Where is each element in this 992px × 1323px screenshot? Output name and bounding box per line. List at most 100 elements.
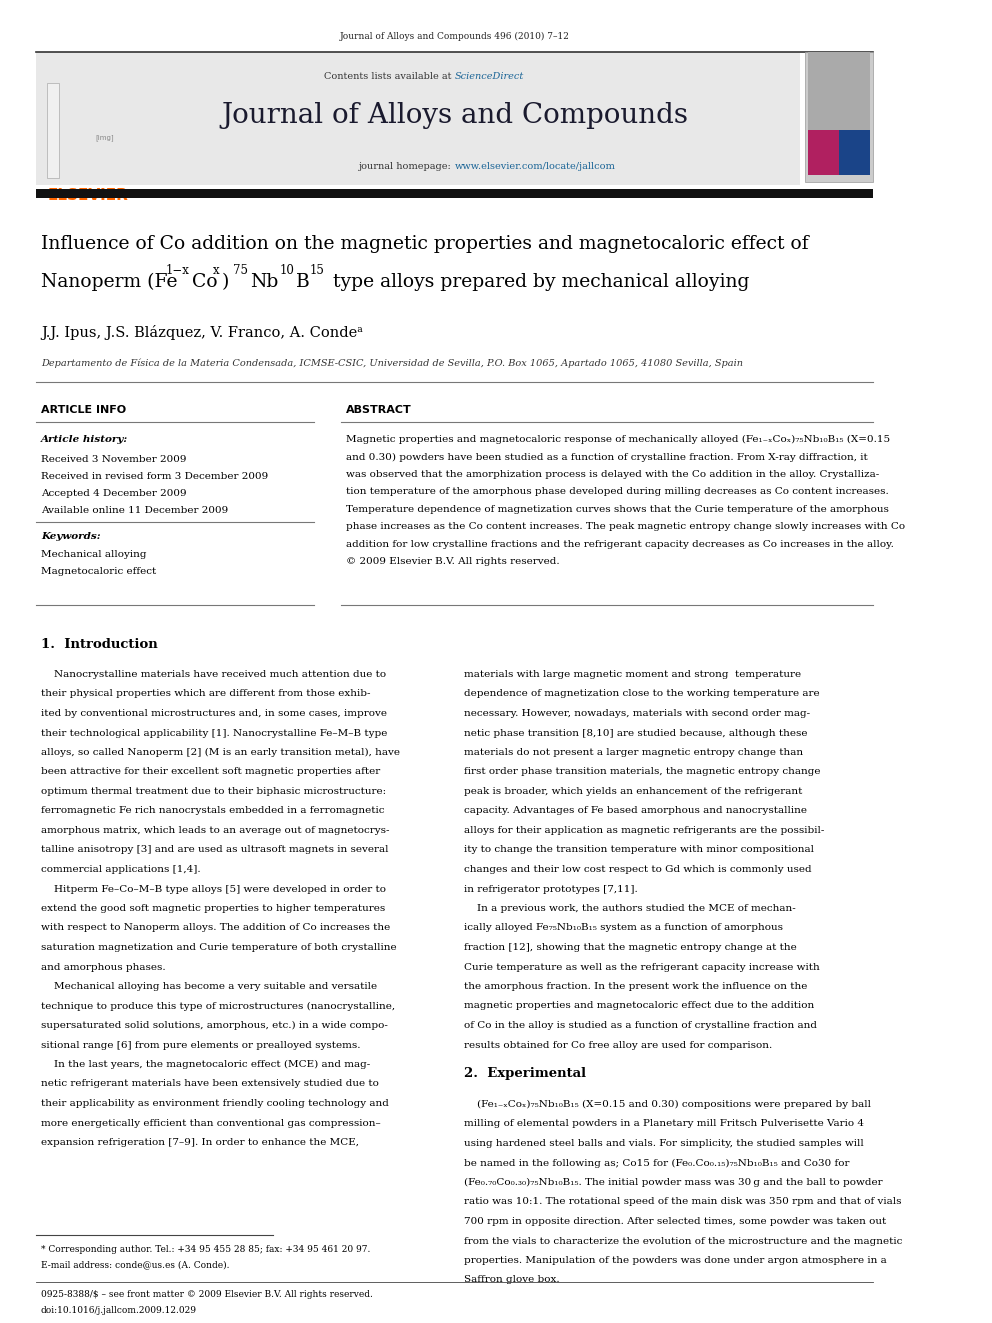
Text: first order phase transition materials, the magnetic entropy change: first order phase transition materials, … — [464, 767, 820, 777]
Text: expansion refrigeration [7–9]. In order to enhance the MCE,: expansion refrigeration [7–9]. In order … — [41, 1138, 359, 1147]
Text: * Corresponding author. Tel.: +34 95 455 28 85; fax: +34 95 461 20 97.: * Corresponding author. Tel.: +34 95 455… — [41, 1245, 370, 1254]
Text: 1−x: 1−x — [165, 265, 189, 278]
Text: Journal of Alloys and Compounds 496 (2010) 7–12: Journal of Alloys and Compounds 496 (201… — [340, 32, 569, 41]
Text: 1.  Introduction: 1. Introduction — [41, 638, 158, 651]
Text: tion temperature of the amorphous phase developed during milling decreases as Co: tion temperature of the amorphous phase … — [345, 487, 889, 496]
Text: 2.  Experimental: 2. Experimental — [464, 1068, 586, 1080]
Text: magnetic properties and magnetocaloric effect due to the addition: magnetic properties and magnetocaloric e… — [464, 1002, 814, 1011]
Text: dependence of magnetization close to the working temperature are: dependence of magnetization close to the… — [464, 689, 819, 699]
Bar — [48, 83, 59, 179]
Text: supersaturated solid solutions, amorphous, etc.) in a wide compo-: supersaturated solid solutions, amorphou… — [41, 1021, 388, 1031]
Text: Received in revised form 3 December 2009: Received in revised form 3 December 2009 — [41, 472, 268, 482]
Text: Magnetic properties and magnetocaloric response of mechanically alloyed (Fe₁₋ₓCo: Magnetic properties and magnetocaloric r… — [345, 435, 890, 445]
Text: (Fe₁₋ₓCoₓ)₇₅Nb₁₀B₁₅ (X=0.15 and 0.30) compositions were prepared by ball: (Fe₁₋ₓCoₓ)₇₅Nb₁₀B₁₅ (X=0.15 and 0.30) co… — [464, 1099, 871, 1109]
Text: netic refrigerant materials have been extensively studied due to: netic refrigerant materials have been ex… — [41, 1080, 379, 1089]
Bar — [37, 189, 873, 198]
Text: ARTICLE INFO: ARTICLE INFO — [41, 405, 126, 415]
Text: with respect to Nanoperm alloys. The addition of Co increases the: with respect to Nanoperm alloys. The add… — [41, 923, 390, 933]
Text: more energetically efficient than conventional gas compression–: more energetically efficient than conven… — [41, 1118, 381, 1127]
Text: materials do not present a larger magnetic entropy change than: materials do not present a larger magnet… — [464, 747, 803, 757]
Text: ited by conventional microstructures and, in some cases, improve: ited by conventional microstructures and… — [41, 709, 387, 718]
Text: and 0.30) powders have been studied as a function of crystalline fraction. From : and 0.30) powders have been studied as a… — [345, 452, 867, 462]
Text: In a previous work, the authors studied the MCE of mechan-: In a previous work, the authors studied … — [464, 904, 796, 913]
Bar — [838, 130, 870, 175]
Text: ferromagnetic Fe rich nanocrystals embedded in a ferromagnetic: ferromagnetic Fe rich nanocrystals embed… — [41, 807, 385, 815]
Text: 0925-8388/$ – see front matter © 2009 Elsevier B.V. All rights reserved.: 0925-8388/$ – see front matter © 2009 El… — [41, 1290, 373, 1299]
Text: capacity. Advantages of Fe based amorphous and nanocrystalline: capacity. Advantages of Fe based amorpho… — [464, 807, 806, 815]
Text: Nb: Nb — [250, 273, 279, 291]
Text: netic phase transition [8,10] are studied because, although these: netic phase transition [8,10] are studie… — [464, 729, 807, 737]
Text: Saffron glove box.: Saffron glove box. — [464, 1275, 559, 1285]
Text: Accepted 4 December 2009: Accepted 4 December 2009 — [41, 490, 186, 497]
Text: using hardened steel balls and vials. For simplicity, the studied samples will: using hardened steel balls and vials. Fo… — [464, 1139, 864, 1148]
Text: Nanocrystalline materials have received much attention due to: Nanocrystalline materials have received … — [41, 669, 386, 679]
Text: [img]: [img] — [95, 135, 114, 142]
Bar — [807, 52, 870, 130]
Text: milling of elemental powders in a Planetary mill Fritsch Pulverisette Vario 4: milling of elemental powders in a Planet… — [464, 1119, 864, 1129]
Text: was observed that the amorphization process is delayed with the Co addition in t: was observed that the amorphization proc… — [345, 470, 879, 479]
Text: J.J. Ipus, J.S. Blázquez, V. Franco, A. Condeᵃ: J.J. Ipus, J.S. Blázquez, V. Franco, A. … — [41, 325, 363, 340]
Text: Keywords:: Keywords: — [41, 532, 100, 541]
Text: fraction [12], showing that the magnetic entropy change at the: fraction [12], showing that the magnetic… — [464, 943, 797, 953]
Bar — [37, 52, 801, 185]
Text: commercial applications [1,4].: commercial applications [1,4]. — [41, 865, 200, 875]
Text: (Fe₀.₇₀Co₀.₃₀)₇₅Nb₁₀B₁₅. The initial powder mass was 30 g and the ball to powder: (Fe₀.₇₀Co₀.₃₀)₇₅Nb₁₀B₁₅. The initial pow… — [464, 1177, 883, 1187]
Bar — [807, 130, 838, 175]
Text: properties. Manipulation of the powders was done under argon atmosphere in a: properties. Manipulation of the powders … — [464, 1256, 887, 1265]
Text: of Co in the alloy is studied as a function of crystalline fraction and: of Co in the alloy is studied as a funct… — [464, 1021, 816, 1031]
Bar — [805, 52, 873, 183]
Text: ABSTRACT: ABSTRACT — [345, 405, 412, 415]
Text: necessary. However, nowadays, materials with second order mag-: necessary. However, nowadays, materials … — [464, 709, 810, 718]
Text: amorphous matrix, which leads to an average out of magnetocrys-: amorphous matrix, which leads to an aver… — [41, 826, 390, 835]
Text: in refrigerator prototypes [7,11].: in refrigerator prototypes [7,11]. — [464, 885, 638, 893]
Text: Nanoperm (Fe: Nanoperm (Fe — [41, 273, 178, 291]
Text: E-mail address: conde@us.es (A. Conde).: E-mail address: conde@us.es (A. Conde). — [41, 1259, 229, 1269]
Text: saturation magnetization and Curie temperature of both crystalline: saturation magnetization and Curie tempe… — [41, 943, 397, 953]
Text: from the vials to characterize the evolution of the microstructure and the magne: from the vials to characterize the evolu… — [464, 1237, 903, 1245]
Text: their applicability as environment friendly cooling technology and: their applicability as environment frien… — [41, 1099, 389, 1107]
Text: ically alloyed Fe₇₅Nb₁₀B₁₅ system as a function of amorphous: ically alloyed Fe₇₅Nb₁₀B₁₅ system as a f… — [464, 923, 783, 933]
Text: results obtained for Co free alloy are used for comparison.: results obtained for Co free alloy are u… — [464, 1040, 772, 1049]
Text: the amorphous fraction. In the present work the influence on the: the amorphous fraction. In the present w… — [464, 982, 807, 991]
Text: Mechanical alloying: Mechanical alloying — [41, 550, 147, 560]
Text: B: B — [296, 273, 310, 291]
Text: Received 3 November 2009: Received 3 November 2009 — [41, 455, 186, 464]
Text: be named in the following as; Co15 for (Fe₀.Co₀.₁₅)₇₅Nb₁₀B₁₅ and Co30 for: be named in the following as; Co15 for (… — [464, 1159, 849, 1168]
Text: Available online 11 December 2009: Available online 11 December 2009 — [41, 505, 228, 515]
Text: technique to produce this type of microstructures (nanocrystalline,: technique to produce this type of micros… — [41, 1002, 395, 1011]
Text: ity to change the transition temperature with minor compositional: ity to change the transition temperature… — [464, 845, 813, 855]
Text: Journal of Alloys and Compounds: Journal of Alloys and Compounds — [221, 102, 688, 130]
Text: addition for low crystalline fractions and the refrigerant capacity decreases as: addition for low crystalline fractions a… — [345, 540, 894, 549]
Text: type alloys prepared by mechanical alloying: type alloys prepared by mechanical alloy… — [327, 273, 749, 291]
Text: materials with large magnetic moment and strong  temperature: materials with large magnetic moment and… — [464, 669, 801, 679]
Text: Mechanical alloying has become a very suitable and versatile: Mechanical alloying has become a very su… — [41, 982, 377, 991]
Text: alloys, so called Nanoperm [2] (M is an early transition metal), have: alloys, so called Nanoperm [2] (M is an … — [41, 747, 400, 757]
Text: their technological applicability [1]. Nanocrystalline Fe–M–B type: their technological applicability [1]. N… — [41, 729, 387, 737]
Text: x: x — [213, 265, 220, 278]
Text: ratio was 10:1. The rotational speed of the main disk was 350 rpm and that of vi: ratio was 10:1. The rotational speed of … — [464, 1197, 902, 1207]
Text: ELSEVIER: ELSEVIER — [48, 188, 128, 202]
Text: their physical properties which are different from those exhib-: their physical properties which are diff… — [41, 689, 370, 699]
Text: Influence of Co addition on the magnetic properties and magnetocaloric effect of: Influence of Co addition on the magnetic… — [41, 235, 808, 253]
Text: and amorphous phases.: and amorphous phases. — [41, 963, 166, 971]
Text: Article history:: Article history: — [41, 435, 128, 445]
Text: Contents lists available at: Contents lists available at — [324, 71, 454, 81]
Text: 15: 15 — [310, 265, 324, 278]
Text: sitional range [6] from pure elements or prealloyed systems.: sitional range [6] from pure elements or… — [41, 1040, 360, 1049]
Text: peak is broader, which yields an enhancement of the refrigerant: peak is broader, which yields an enhance… — [464, 787, 803, 796]
Text: Magnetocaloric effect: Magnetocaloric effect — [41, 568, 156, 576]
Text: changes and their low cost respect to Gd which is commonly used: changes and their low cost respect to Gd… — [464, 865, 811, 875]
Text: Temperature dependence of magnetization curves shows that the Curie temperature : Temperature dependence of magnetization … — [345, 505, 889, 515]
Text: Departamento de Física de la Materia Condensada, ICMSE-CSIC, Universidad de Sevi: Departamento de Física de la Materia Con… — [41, 359, 743, 368]
Text: optimum thermal treatment due to their biphasic microstructure:: optimum thermal treatment due to their b… — [41, 787, 386, 796]
Text: © 2009 Elsevier B.V. All rights reserved.: © 2009 Elsevier B.V. All rights reserved… — [345, 557, 559, 566]
Text: Curie temperature as well as the refrigerant capacity increase with: Curie temperature as well as the refrige… — [464, 963, 819, 971]
Text: ScienceDirect: ScienceDirect — [454, 71, 524, 81]
Text: ): ) — [221, 273, 229, 291]
Text: phase increases as the Co content increases. The peak magnetic entropy change sl: phase increases as the Co content increa… — [345, 523, 905, 532]
Text: doi:10.1016/j.jallcom.2009.12.029: doi:10.1016/j.jallcom.2009.12.029 — [41, 1306, 197, 1315]
Text: alloys for their application as magnetic refrigerants are the possibil-: alloys for their application as magnetic… — [464, 826, 824, 835]
Text: www.elsevier.com/locate/jallcom: www.elsevier.com/locate/jallcom — [454, 161, 616, 171]
Text: 700 rpm in opposite direction. After selected times, some powder was taken out: 700 rpm in opposite direction. After sel… — [464, 1217, 886, 1226]
Text: In the last years, the magnetocaloric effect (MCE) and mag-: In the last years, the magnetocaloric ef… — [41, 1060, 370, 1069]
